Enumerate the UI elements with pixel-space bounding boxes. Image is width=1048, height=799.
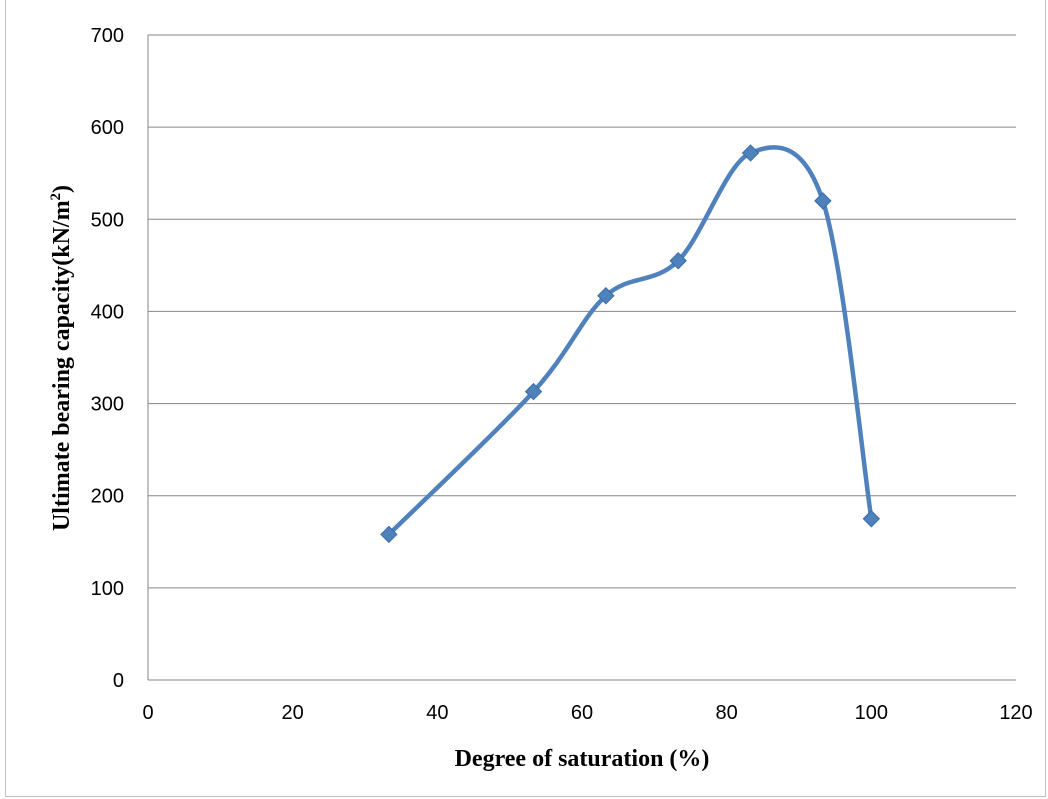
y-tick-label: 500: [91, 209, 124, 231]
x-tick-labels: 0 20 40 60 80 100 120: [142, 702, 1032, 724]
y-tick-label: 600: [91, 117, 124, 139]
x-tick-label: 60: [571, 702, 593, 724]
series: [387, 145, 874, 537]
gridlines: [148, 34, 1016, 589]
data-point-marker: [380, 525, 398, 544]
y-tick-labels: 0 100 200 300 400 500 600 700: [91, 25, 124, 692]
data-point-marker: [524, 382, 543, 401]
x-tick-label: 40: [426, 702, 448, 724]
y-axis-title-text: Ultimate bearing capacity(kN/m: [49, 200, 75, 531]
x-tick-label: 100: [855, 702, 888, 724]
markers: [380, 144, 881, 544]
y-tick-label: 300: [91, 394, 124, 416]
data-point-marker: [862, 510, 881, 528]
y-axis-title-close: ): [49, 185, 75, 193]
x-tick-label: 120: [999, 702, 1032, 724]
x-tick-label: 0: [142, 702, 153, 724]
data-point-marker: [741, 144, 760, 162]
x-tick-label: 80: [716, 702, 738, 724]
x-axis-title: Degree of saturation (%): [455, 746, 710, 772]
data-point-marker: [814, 192, 832, 210]
x-tick-label: 20: [282, 702, 304, 724]
data-point-marker: [669, 252, 687, 270]
y-axis-title-superscript: 2: [48, 193, 64, 201]
y-axis-title: Ultimate bearing capacity(kN/m2): [48, 185, 75, 531]
series-line: [387, 145, 874, 537]
y-tick-label: 200: [91, 486, 124, 508]
y-tick-label: 0: [113, 670, 124, 692]
chart-frame: [5, 0, 1046, 797]
y-tick-label: 400: [91, 301, 124, 323]
data-point-marker: [597, 287, 615, 305]
y-tick-label: 700: [91, 25, 124, 47]
axes: [147, 35, 1016, 681]
y-tick-label: 100: [91, 578, 124, 600]
